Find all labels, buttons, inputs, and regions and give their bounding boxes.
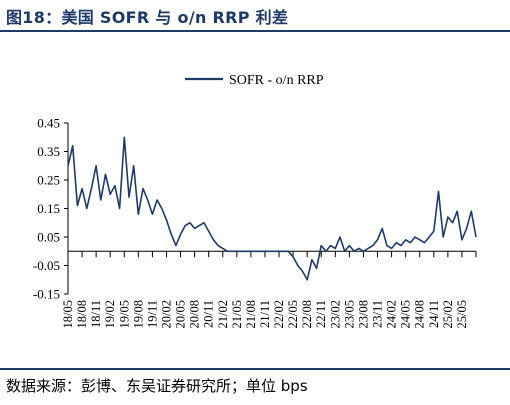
y-tick-label: -0.05 — [33, 258, 60, 273]
x-tick-label: 25/02 — [441, 300, 455, 328]
x-tick-label: 20/05 — [174, 300, 188, 328]
x-tick-label: 23/08 — [356, 300, 370, 328]
y-tick-label: 0.25 — [37, 173, 60, 188]
x-tick-label: 22/11 — [314, 300, 328, 328]
x-tick-label: 18/11 — [89, 300, 103, 328]
x-tick-label: 20/08 — [188, 300, 202, 328]
x-tick-label: 21/11 — [258, 300, 272, 328]
x-tick-label: 18/05 — [61, 300, 75, 328]
y-tick-label: 0.15 — [37, 201, 60, 216]
y-tick-label: 0.45 — [37, 116, 60, 131]
x-tick-label: 20/02 — [159, 300, 173, 328]
x-tick-label: 24/11 — [427, 300, 441, 328]
x-tick-label: 24/08 — [413, 300, 427, 328]
y-tick-label: 0.05 — [37, 230, 60, 245]
x-tick-label: 21/08 — [244, 300, 258, 328]
chart-title: 图18：美国 SOFR 与 o/n RRP 利差 — [6, 8, 289, 27]
x-tick-label: 24/02 — [385, 300, 399, 328]
x-tick-label: 18/08 — [75, 300, 89, 328]
legend-label: SOFR - o/n RRP — [229, 73, 324, 88]
x-tick-label: 23/11 — [371, 300, 385, 328]
bottom-rule — [0, 368, 510, 370]
source-note: 数据来源：彭博、东吴证券研究所；单位 bps — [6, 377, 308, 395]
x-tick-label: 22/05 — [286, 300, 300, 328]
x-tick-label: 22/08 — [300, 300, 314, 328]
x-tick-label: 19/08 — [131, 300, 145, 328]
x-tick-label: 21/05 — [230, 300, 244, 328]
x-tick-label: 23/05 — [342, 300, 356, 328]
x-tick-label: 22/02 — [272, 300, 286, 328]
x-tick-label: 24/05 — [399, 300, 413, 328]
title-bar: 图18：美国 SOFR 与 o/n RRP 利差 — [0, 0, 510, 30]
x-tick-label: 21/02 — [216, 300, 230, 328]
y-tick-label: 0.35 — [37, 144, 60, 159]
x-tick-label: 20/11 — [202, 300, 216, 328]
x-tick-label: 25/05 — [455, 300, 469, 328]
series-line-sofr-rrp — [67, 136, 477, 281]
x-tick-label: 19/11 — [145, 300, 159, 328]
title-rule — [0, 30, 510, 32]
x-tick-label: 19/05 — [117, 300, 131, 328]
x-tick-label: 23/02 — [328, 300, 342, 328]
x-tick-label: 19/02 — [103, 300, 117, 328]
y-tick-label: -0.15 — [33, 287, 60, 302]
